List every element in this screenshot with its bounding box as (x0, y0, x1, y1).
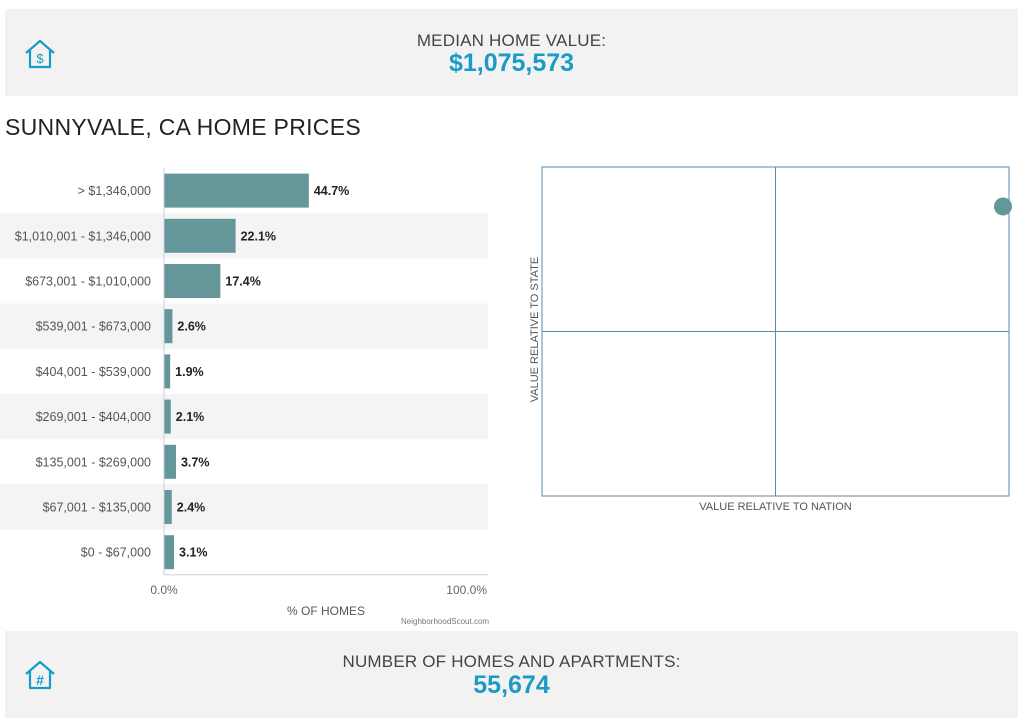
source-credit: NeighborhoodScout.com (401, 617, 490, 626)
bar (164, 173, 309, 208)
bar (164, 490, 172, 524)
bar (164, 218, 236, 253)
homes-count-value: 55,674 (473, 671, 550, 699)
bar (164, 535, 175, 570)
x-axis-label: VALUE RELATIVE TO NATION (699, 501, 851, 513)
category-label: $67,001 - $135,000 (43, 501, 151, 515)
bar-value-label: 22.1% (241, 229, 276, 243)
relative-value-quadrant-chart: VALUE RELATIVE TO NATION VALUE RELATIVE T… (529, 166, 1012, 513)
bar (164, 309, 173, 344)
median-home-value-panel: $ MEDIAN HOME VALUE: $1,075,573 (5, 9, 1018, 96)
bar-value-label: 2.1% (176, 410, 205, 424)
category-label: $673,001 - $1,010,000 (25, 275, 151, 289)
bar-value-label: 3.1% (179, 546, 208, 560)
page-title: SUNNYVALE, CA HOME PRICES (5, 114, 361, 140)
x-tick-label: 100.0% (446, 583, 487, 597)
category-label: $269,001 - $404,000 (36, 410, 151, 424)
row-stripe (0, 213, 488, 259)
category-label: $135,001 - $269,000 (36, 455, 151, 469)
svg-text:#: # (36, 672, 44, 688)
bar-value-label: 1.9% (175, 365, 204, 379)
y-axis-label: VALUE RELATIVE TO STATE (529, 257, 541, 403)
homes-count-title: NUMBER OF HOMES AND APARTMENTS: (342, 652, 681, 671)
category-label: > $1,346,000 (78, 184, 151, 198)
house-dollar-icon: $ (25, 39, 55, 69)
home-price-distribution-chart: > $1,346,000 44.7% $1,010,001 - $1,346,000… (0, 168, 488, 618)
median-home-value-title: MEDIAN HOME VALUE: (416, 31, 607, 50)
row-stripe (0, 484, 488, 530)
bar-value-label: 44.7% (314, 184, 349, 198)
data-point (994, 197, 1012, 216)
bar (164, 399, 171, 434)
row-stripe (0, 303, 488, 349)
bar-value-label: 2.6% (177, 320, 206, 334)
svg-text:$: $ (36, 51, 44, 66)
x-tick-label: 0.0% (150, 583, 178, 597)
bar-value-label: 2.4% (177, 501, 206, 515)
bar (164, 264, 221, 298)
median-home-value: $1,075,573 (448, 49, 575, 77)
bar-value-label: 3.7% (181, 455, 210, 469)
category-label: $0 - $67,000 (81, 546, 151, 560)
house-hash-icon: # (25, 660, 55, 690)
row-stripe (0, 394, 488, 440)
category-label: $404,001 - $539,000 (36, 365, 151, 379)
category-label: $539,001 - $673,000 (36, 320, 151, 334)
category-label: $1,010,001 - $1,346,000 (15, 229, 151, 243)
x-axis-label: % OF HOMES (287, 604, 365, 618)
bar (164, 444, 176, 479)
bar-value-label: 17.4% (225, 275, 260, 289)
homes-count-panel: # NUMBER OF HOMES AND APARTMENTS: 55,674 (5, 631, 1018, 718)
bar (164, 354, 171, 389)
